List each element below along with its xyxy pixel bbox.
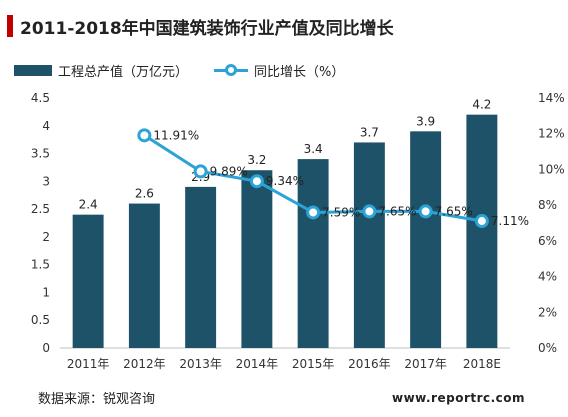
legend-bar-swatch — [14, 64, 52, 76]
legend-bar-label: 工程总产值（万亿元） — [58, 64, 189, 80]
legend-line-label: 同比增长（%） — [254, 64, 345, 80]
y-left-tick-label: 0 — [42, 341, 50, 355]
bar-value-label: 3.9 — [416, 114, 435, 128]
bar-value-label: 3.7 — [360, 125, 379, 139]
bar — [185, 186, 217, 348]
x-tick-label: 2012年 — [123, 357, 166, 371]
line-value-label: 7.11% — [491, 214, 529, 228]
x-tick-label: 2014年 — [236, 357, 279, 371]
y-right-tick-label: 8% — [538, 198, 557, 212]
bar-value-label: 4.2 — [472, 98, 491, 112]
y-left-tick-label: 0.5 — [31, 313, 50, 327]
title-accent-bar — [7, 15, 13, 37]
bar — [466, 114, 498, 349]
y-right-tick-label: 6% — [538, 234, 557, 248]
y-right-tick-label: 10% — [538, 162, 565, 176]
line-value-label: 7.59% — [322, 205, 360, 219]
bar — [410, 131, 442, 348]
line-point — [418, 204, 433, 219]
line-value-label: 7.65% — [378, 204, 416, 218]
y-right-tick-label: 14% — [538, 91, 565, 105]
bar — [297, 159, 329, 348]
line-point — [137, 128, 152, 143]
x-tick-label: 2013年 — [179, 357, 222, 371]
y-right-tick-label: 2% — [538, 305, 557, 319]
bar-value-label: 3.2 — [247, 153, 266, 167]
line-value-label: 11.91% — [153, 128, 199, 142]
line-point — [193, 164, 208, 179]
y-left-tick-label: 2 — [42, 230, 50, 244]
y-left-tick-label: 2.5 — [31, 202, 50, 216]
line-value-label: 9.89% — [210, 164, 248, 178]
y-right-tick-label: 0% — [538, 341, 557, 355]
x-tick-label: 2018E — [463, 357, 501, 371]
line-value-label: 7.65% — [435, 204, 473, 218]
website: www.reportrc.com — [392, 391, 526, 405]
y-left-tick-label: 3 — [42, 174, 50, 188]
line-point — [306, 205, 321, 220]
y-left-tick-label: 4 — [42, 119, 50, 133]
bar — [241, 170, 273, 348]
y-left-tick-label: 1.5 — [31, 258, 50, 272]
y-right-tick-label: 12% — [538, 127, 565, 141]
legend-line-swatch — [214, 63, 249, 77]
chart-legend: 工程总产值（万亿元） 同比增长（%） — [14, 60, 344, 80]
bar — [128, 203, 160, 348]
line-point — [362, 204, 377, 219]
bar-value-label: 2.4 — [79, 198, 98, 212]
x-tick-label: 2017年 — [404, 357, 447, 371]
bar — [353, 142, 385, 348]
x-tick-label: 2015年 — [292, 357, 335, 371]
y-left-tick-label: 1 — [42, 285, 50, 299]
line-point — [474, 214, 489, 229]
y-left-tick-label: 4.5 — [31, 91, 50, 105]
x-tick-label: 2011年 — [67, 357, 110, 371]
bar — [72, 214, 104, 348]
data-source: 数据来源：锐观咨询 — [38, 392, 156, 407]
bar-value-label: 3.4 — [304, 142, 323, 156]
y-left-tick-label: 3.5 — [31, 147, 50, 161]
x-tick-label: 2016年 — [348, 357, 391, 371]
line-value-label: 9.34% — [266, 174, 304, 188]
chart-title: 2011-2018年中国建筑装饰行业产值及同比增长 — [20, 19, 394, 39]
line-point — [249, 174, 264, 189]
bar-value-label: 2.6 — [135, 187, 154, 201]
y-right-tick-label: 4% — [538, 270, 557, 284]
